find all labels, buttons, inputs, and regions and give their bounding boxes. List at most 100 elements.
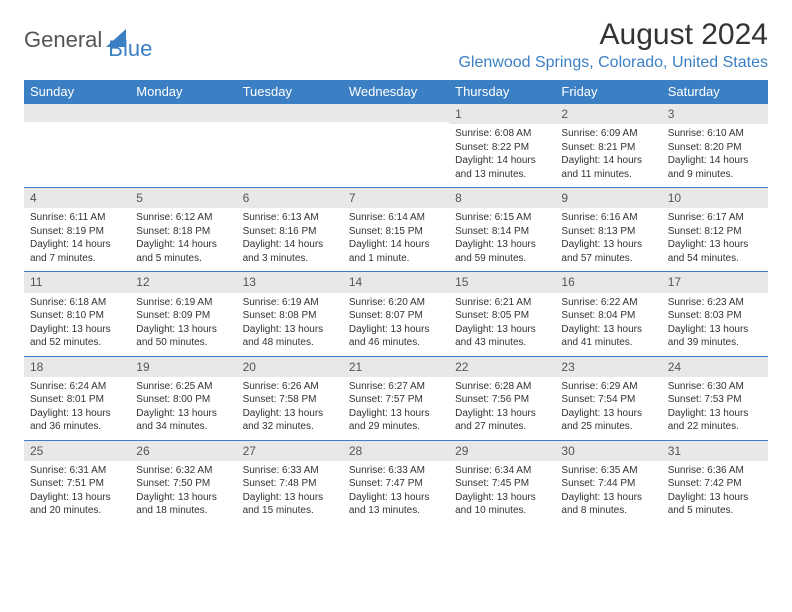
sunset-text: Sunset: 7:44 PM xyxy=(561,477,655,491)
day-body: Sunrise: 6:27 AMSunset: 7:57 PMDaylight:… xyxy=(343,377,449,440)
sunrise-text: Sunrise: 6:16 AM xyxy=(561,211,655,225)
sunrise-text: Sunrise: 6:12 AM xyxy=(136,211,230,225)
day-number: 29 xyxy=(449,441,555,461)
calendar-day-cell: 3Sunrise: 6:10 AMSunset: 8:20 PMDaylight… xyxy=(662,104,768,188)
sunset-text: Sunset: 8:08 PM xyxy=(243,309,337,323)
sunrise-text: Sunrise: 6:14 AM xyxy=(349,211,443,225)
daylight-text: Daylight: 14 hours and 13 minutes. xyxy=(455,154,549,181)
calendar-day-cell: 19Sunrise: 6:25 AMSunset: 8:00 PMDayligh… xyxy=(130,356,236,440)
calendar-day-cell: 15Sunrise: 6:21 AMSunset: 8:05 PMDayligh… xyxy=(449,272,555,356)
daylight-text: Daylight: 13 hours and 25 minutes. xyxy=(561,407,655,434)
calendar-day-cell: 25Sunrise: 6:31 AMSunset: 7:51 PMDayligh… xyxy=(24,440,130,524)
sunset-text: Sunset: 8:16 PM xyxy=(243,225,337,239)
daylight-text: Daylight: 13 hours and 39 minutes. xyxy=(668,323,762,350)
sunrise-text: Sunrise: 6:33 AM xyxy=(243,464,337,478)
sunset-text: Sunset: 8:00 PM xyxy=(136,393,230,407)
day-body xyxy=(130,122,236,131)
day-number xyxy=(130,104,236,122)
sunset-text: Sunset: 8:20 PM xyxy=(668,141,762,155)
calendar-day-cell: 14Sunrise: 6:20 AMSunset: 8:07 PMDayligh… xyxy=(343,272,449,356)
calendar-week-row: 1Sunrise: 6:08 AMSunset: 8:22 PMDaylight… xyxy=(24,104,768,188)
daylight-text: Daylight: 13 hours and 59 minutes. xyxy=(455,238,549,265)
day-number: 14 xyxy=(343,272,449,292)
sunrise-text: Sunrise: 6:19 AM xyxy=(243,296,337,310)
sunset-text: Sunset: 8:10 PM xyxy=(30,309,124,323)
day-number: 11 xyxy=(24,272,130,292)
day-number: 9 xyxy=(555,188,661,208)
calendar-week-row: 18Sunrise: 6:24 AMSunset: 8:01 PMDayligh… xyxy=(24,356,768,440)
calendar-day-cell: 27Sunrise: 6:33 AMSunset: 7:48 PMDayligh… xyxy=(237,440,343,524)
daylight-text: Daylight: 13 hours and 13 minutes. xyxy=(349,491,443,518)
calendar-day-cell: 5Sunrise: 6:12 AMSunset: 8:18 PMDaylight… xyxy=(130,188,236,272)
day-body: Sunrise: 6:33 AMSunset: 7:48 PMDaylight:… xyxy=(237,461,343,524)
day-body: Sunrise: 6:16 AMSunset: 8:13 PMDaylight:… xyxy=(555,208,661,271)
calendar-day-cell: 22Sunrise: 6:28 AMSunset: 7:56 PMDayligh… xyxy=(449,356,555,440)
calendar-day-cell: 7Sunrise: 6:14 AMSunset: 8:15 PMDaylight… xyxy=(343,188,449,272)
sunset-text: Sunset: 8:18 PM xyxy=(136,225,230,239)
weekday-header: Saturday xyxy=(662,80,768,104)
sunrise-text: Sunrise: 6:23 AM xyxy=(668,296,762,310)
sunrise-text: Sunrise: 6:24 AM xyxy=(30,380,124,394)
sunset-text: Sunset: 7:47 PM xyxy=(349,477,443,491)
day-number: 12 xyxy=(130,272,236,292)
calendar-day-cell: 29Sunrise: 6:34 AMSunset: 7:45 PMDayligh… xyxy=(449,440,555,524)
daylight-text: Daylight: 13 hours and 57 minutes. xyxy=(561,238,655,265)
day-number: 21 xyxy=(343,357,449,377)
day-body: Sunrise: 6:22 AMSunset: 8:04 PMDaylight:… xyxy=(555,293,661,356)
day-number: 6 xyxy=(237,188,343,208)
calendar-day-cell: 21Sunrise: 6:27 AMSunset: 7:57 PMDayligh… xyxy=(343,356,449,440)
calendar-day-cell: 6Sunrise: 6:13 AMSunset: 8:16 PMDaylight… xyxy=(237,188,343,272)
day-number: 4 xyxy=(24,188,130,208)
sunrise-text: Sunrise: 6:30 AM xyxy=(668,380,762,394)
day-number: 25 xyxy=(24,441,130,461)
calendar-day-cell xyxy=(130,104,236,188)
calendar-day-cell: 2Sunrise: 6:09 AMSunset: 8:21 PMDaylight… xyxy=(555,104,661,188)
day-number: 28 xyxy=(343,441,449,461)
day-number xyxy=(343,104,449,122)
daylight-text: Daylight: 14 hours and 9 minutes. xyxy=(668,154,762,181)
weekday-header: Friday xyxy=(555,80,661,104)
title-block: August 2024 Glenwood Springs, Colorado, … xyxy=(458,18,768,72)
sunrise-text: Sunrise: 6:28 AM xyxy=(455,380,549,394)
daylight-text: Daylight: 13 hours and 46 minutes. xyxy=(349,323,443,350)
sunrise-text: Sunrise: 6:25 AM xyxy=(136,380,230,394)
daylight-text: Daylight: 13 hours and 15 minutes. xyxy=(243,491,337,518)
sunrise-text: Sunrise: 6:27 AM xyxy=(349,380,443,394)
day-body: Sunrise: 6:33 AMSunset: 7:47 PMDaylight:… xyxy=(343,461,449,524)
day-number: 23 xyxy=(555,357,661,377)
day-body: Sunrise: 6:20 AMSunset: 8:07 PMDaylight:… xyxy=(343,293,449,356)
calendar-day-cell: 28Sunrise: 6:33 AMSunset: 7:47 PMDayligh… xyxy=(343,440,449,524)
sunset-text: Sunset: 7:50 PM xyxy=(136,477,230,491)
daylight-text: Daylight: 14 hours and 7 minutes. xyxy=(30,238,124,265)
sunset-text: Sunset: 8:13 PM xyxy=(561,225,655,239)
daylight-text: Daylight: 13 hours and 43 minutes. xyxy=(455,323,549,350)
weekday-header: Thursday xyxy=(449,80,555,104)
sunrise-text: Sunrise: 6:29 AM xyxy=(561,380,655,394)
day-number: 5 xyxy=(130,188,236,208)
day-body: Sunrise: 6:13 AMSunset: 8:16 PMDaylight:… xyxy=(237,208,343,271)
day-body: Sunrise: 6:24 AMSunset: 8:01 PMDaylight:… xyxy=(24,377,130,440)
sunset-text: Sunset: 8:01 PM xyxy=(30,393,124,407)
sunset-text: Sunset: 7:42 PM xyxy=(668,477,762,491)
calendar-day-cell xyxy=(24,104,130,188)
day-number: 27 xyxy=(237,441,343,461)
sunset-text: Sunset: 7:57 PM xyxy=(349,393,443,407)
daylight-text: Daylight: 13 hours and 52 minutes. xyxy=(30,323,124,350)
calendar-day-cell: 12Sunrise: 6:19 AMSunset: 8:09 PMDayligh… xyxy=(130,272,236,356)
sunset-text: Sunset: 8:12 PM xyxy=(668,225,762,239)
day-body xyxy=(343,122,449,131)
sunrise-text: Sunrise: 6:35 AM xyxy=(561,464,655,478)
calendar-day-cell: 17Sunrise: 6:23 AMSunset: 8:03 PMDayligh… xyxy=(662,272,768,356)
day-number: 15 xyxy=(449,272,555,292)
daylight-text: Daylight: 13 hours and 41 minutes. xyxy=(561,323,655,350)
sunrise-text: Sunrise: 6:10 AM xyxy=(668,127,762,141)
calendar-day-cell: 11Sunrise: 6:18 AMSunset: 8:10 PMDayligh… xyxy=(24,272,130,356)
day-number: 19 xyxy=(130,357,236,377)
day-body: Sunrise: 6:23 AMSunset: 8:03 PMDaylight:… xyxy=(662,293,768,356)
day-number: 2 xyxy=(555,104,661,124)
sunrise-text: Sunrise: 6:32 AM xyxy=(136,464,230,478)
calendar-body: 1Sunrise: 6:08 AMSunset: 8:22 PMDaylight… xyxy=(24,104,768,524)
sunrise-text: Sunrise: 6:15 AM xyxy=(455,211,549,225)
sunset-text: Sunset: 7:48 PM xyxy=(243,477,337,491)
daylight-text: Daylight: 13 hours and 48 minutes. xyxy=(243,323,337,350)
